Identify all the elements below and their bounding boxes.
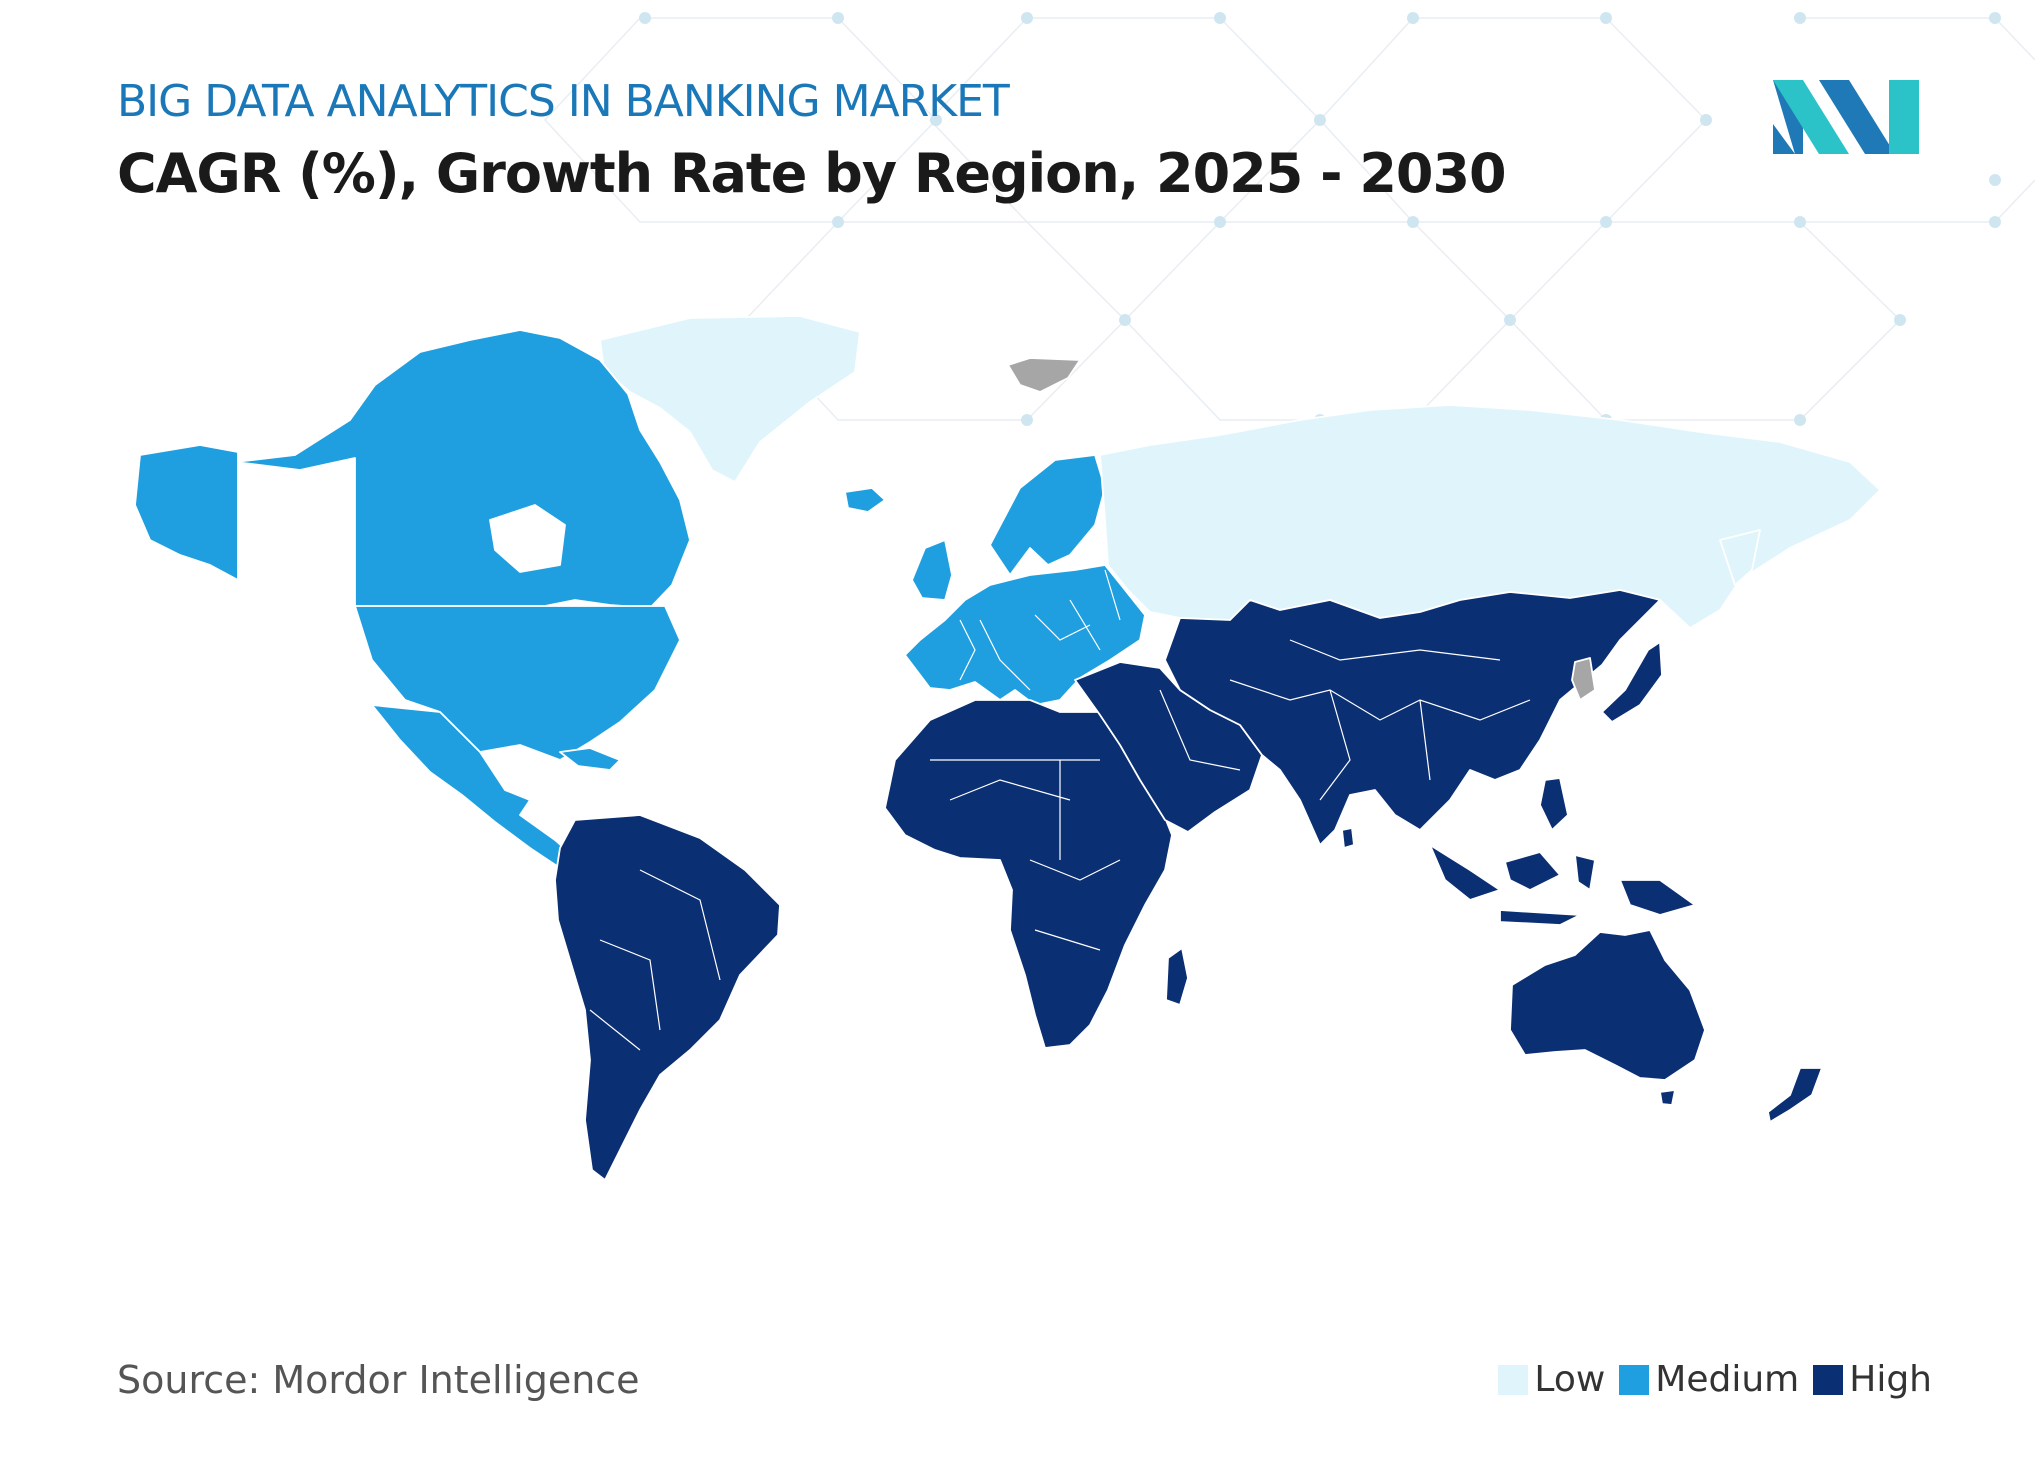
- region-uk: [911, 539, 953, 601]
- source-note: Source: Mordor Intelligence: [117, 1358, 640, 1402]
- region-caribbean: [559, 747, 621, 771]
- region-new-zealand: [1767, 1067, 1823, 1123]
- legend-item-medium: Medium: [1619, 1358, 1799, 1402]
- header: BIG DATA ANALYTICS IN BANKING MARKET CAG…: [117, 72, 1507, 216]
- region-japan: [1601, 641, 1663, 723]
- logo-right-bar: [1889, 80, 1919, 154]
- region-south-america: [554, 814, 781, 1181]
- region-greenland: [599, 315, 861, 483]
- chart-title: CAGR (%), Growth Rate by Region, 2025 - …: [117, 142, 1507, 205]
- region-svalbard: [1007, 357, 1081, 393]
- region-middle-east: [1074, 661, 1263, 833]
- region-philippines: [1539, 777, 1569, 831]
- region-kamchatka: [1719, 529, 1761, 586]
- region-africa: [884, 699, 1173, 1049]
- region-united-states: [354, 605, 681, 761]
- legend-item-high: High: [1813, 1358, 1932, 1402]
- legend: Low Medium High: [1498, 1358, 1932, 1402]
- region-korea: [1571, 657, 1596, 701]
- country-borders: [237, 452, 1531, 1051]
- legend-label-high: High: [1849, 1359, 1932, 1400]
- hudson-bay: [489, 504, 566, 573]
- legend-label-medium: Medium: [1655, 1359, 1800, 1400]
- legend-item-low: Low: [1498, 1358, 1605, 1402]
- mordor-intelligence-logo: [1773, 80, 1919, 154]
- region-australia: [1509, 929, 1706, 1081]
- region-madagascar: [1165, 947, 1189, 1006]
- region-asia: [1164, 589, 1661, 846]
- region-tasmania: [1659, 1089, 1676, 1106]
- legend-label-low: Low: [1534, 1359, 1606, 1400]
- logo-mid-right: [1819, 80, 1895, 154]
- legend-swatch-high: [1813, 1365, 1844, 1395]
- legend-swatch-medium: [1619, 1365, 1650, 1395]
- region-indonesia: [1429, 844, 1696, 926]
- chart-subtitle: BIG DATA ANALYTICS IN BANKING MARKET: [117, 76, 1010, 127]
- region-scandinavia: [989, 454, 1106, 576]
- legend-swatch-low: [1498, 1365, 1529, 1395]
- region-iceland: [844, 487, 886, 513]
- logo-mid-left: [1773, 80, 1849, 154]
- region-sri-lanka: [1341, 827, 1355, 849]
- region-alaska: [134, 444, 239, 581]
